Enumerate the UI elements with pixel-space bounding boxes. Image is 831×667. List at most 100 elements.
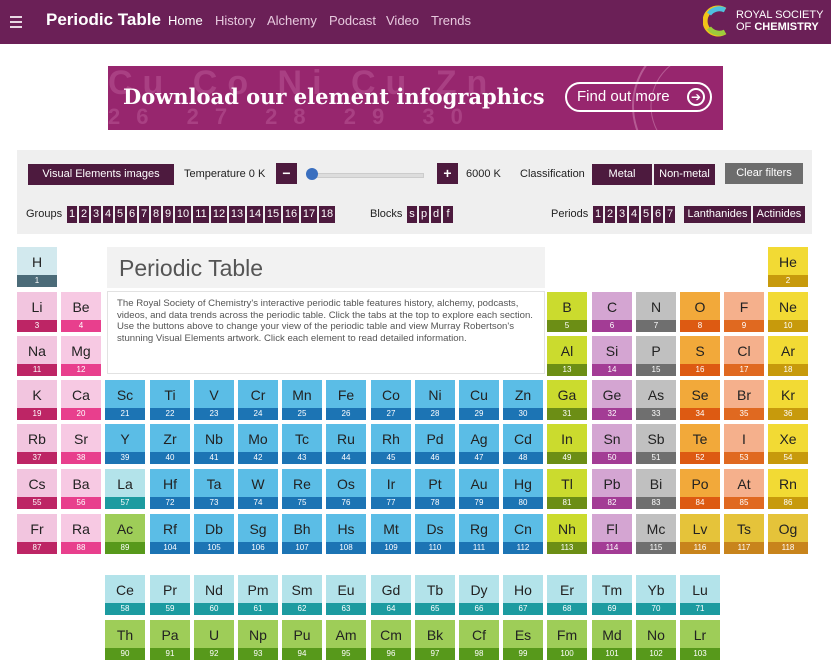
- block-filter-d[interactable]: d: [431, 206, 441, 223]
- element-tile-os[interactable]: Os 76: [326, 469, 366, 509]
- element-tile-md[interactable]: Md 101: [592, 620, 632, 660]
- element-tile-ag[interactable]: Ag 47: [459, 424, 499, 464]
- element-tile-cu[interactable]: Cu 29: [459, 380, 499, 420]
- group-filter-15[interactable]: 15: [265, 206, 281, 223]
- site-title[interactable]: Periodic Table: [46, 10, 161, 29]
- element-tile-es[interactable]: Es 99: [503, 620, 543, 660]
- group-filter-16[interactable]: 16: [283, 206, 299, 223]
- group-filter-14[interactable]: 14: [247, 206, 263, 223]
- element-tile-cn[interactable]: Cn 112: [503, 514, 543, 554]
- element-tile-bk[interactable]: Bk 97: [415, 620, 455, 660]
- element-tile-sr[interactable]: Sr 38: [61, 424, 101, 464]
- element-tile-ni[interactable]: Ni 28: [415, 380, 455, 420]
- element-tile-re[interactable]: Re 75: [282, 469, 322, 509]
- element-tile-bi[interactable]: Bi 83: [636, 469, 676, 509]
- element-tile-cd[interactable]: Cd 48: [503, 424, 543, 464]
- element-tile-ac[interactable]: Ac 89: [105, 514, 145, 554]
- period-filter-3[interactable]: 3: [617, 206, 627, 223]
- group-filter-13[interactable]: 13: [229, 206, 245, 223]
- period-filter-1[interactable]: 1: [593, 206, 603, 223]
- element-tile-as[interactable]: As 33: [636, 380, 676, 420]
- group-filter-9[interactable]: 9: [163, 206, 173, 223]
- element-tile-he[interactable]: He 2: [768, 247, 808, 287]
- nav-link-podcast[interactable]: Podcast: [329, 13, 376, 28]
- element-tile-al[interactable]: Al 13: [547, 336, 587, 376]
- nav-link-trends[interactable]: Trends: [431, 13, 471, 28]
- element-tile-pu[interactable]: Pu 94: [282, 620, 322, 660]
- group-filter-1[interactable]: 1: [67, 206, 77, 223]
- element-tile-v[interactable]: V 23: [194, 380, 234, 420]
- non-metal-filter-button[interactable]: Non-metal: [654, 164, 715, 185]
- group-filter-8[interactable]: 8: [151, 206, 161, 223]
- group-filter-18[interactable]: 18: [319, 206, 335, 223]
- group-filter-6[interactable]: 6: [127, 206, 137, 223]
- element-tile-si[interactable]: Si 14: [592, 336, 632, 376]
- group-filter-5[interactable]: 5: [115, 206, 125, 223]
- element-tile-br[interactable]: Br 35: [724, 380, 764, 420]
- temperature-decrease-button[interactable]: −: [276, 163, 297, 184]
- element-tile-hg[interactable]: Hg 80: [503, 469, 543, 509]
- element-tile-ds[interactable]: Ds 110: [415, 514, 455, 554]
- temperature-slider-handle[interactable]: [306, 168, 318, 180]
- element-tile-ar[interactable]: Ar 18: [768, 336, 808, 376]
- element-tile-rg[interactable]: Rg 111: [459, 514, 499, 554]
- lanthanides-filter-button[interactable]: Lanthanides: [684, 206, 751, 223]
- metal-filter-button[interactable]: Metal: [592, 164, 652, 185]
- element-tile-ce[interactable]: Ce 58: [105, 575, 145, 615]
- period-filter-4[interactable]: 4: [629, 206, 639, 223]
- element-tile-kr[interactable]: Kr 36: [768, 380, 808, 420]
- element-tile-rf[interactable]: Rf 104: [150, 514, 190, 554]
- element-tile-ne[interactable]: Ne 10: [768, 292, 808, 332]
- element-tile-tb[interactable]: Tb 65: [415, 575, 455, 615]
- group-filter-3[interactable]: 3: [91, 206, 101, 223]
- period-filter-7[interactable]: 7: [665, 206, 675, 223]
- nav-link-history[interactable]: History: [215, 13, 256, 28]
- element-tile-sb[interactable]: Sb 51: [636, 424, 676, 464]
- element-tile-mo[interactable]: Mo 42: [238, 424, 278, 464]
- element-tile-rn[interactable]: Rn 86: [768, 469, 808, 509]
- element-tile-na[interactable]: Na 11: [17, 336, 57, 376]
- element-tile-no[interactable]: No 102: [636, 620, 676, 660]
- clear-filters-button[interactable]: Clear filters: [725, 163, 803, 184]
- element-tile-mt[interactable]: Mt 109: [371, 514, 411, 554]
- element-tile-ga[interactable]: Ga 31: [547, 380, 587, 420]
- period-filter-2[interactable]: 2: [605, 206, 615, 223]
- element-tile-xe[interactable]: Xe 54: [768, 424, 808, 464]
- group-filter-4[interactable]: 4: [103, 206, 113, 223]
- element-tile-cr[interactable]: Cr 24: [238, 380, 278, 420]
- element-tile-fr[interactable]: Fr 87: [17, 514, 57, 554]
- group-filter-2[interactable]: 2: [79, 206, 89, 223]
- element-tile-mn[interactable]: Mn 25: [282, 380, 322, 420]
- element-tile-la[interactable]: La 57: [105, 469, 145, 509]
- actinides-filter-button[interactable]: Actinides: [753, 206, 805, 223]
- element-tile-se[interactable]: Se 34: [680, 380, 720, 420]
- nav-link-home[interactable]: Home: [168, 13, 203, 28]
- element-tile-sc[interactable]: Sc 21: [105, 380, 145, 420]
- period-filter-5[interactable]: 5: [641, 206, 651, 223]
- element-tile-u[interactable]: U 92: [194, 620, 234, 660]
- element-tile-s[interactable]: S 16: [680, 336, 720, 376]
- element-tile-mc[interactable]: Mc 115: [636, 514, 676, 554]
- element-tile-np[interactable]: Np 93: [238, 620, 278, 660]
- element-tile-rb[interactable]: Rb 37: [17, 424, 57, 464]
- element-tile-pm[interactable]: Pm 61: [238, 575, 278, 615]
- block-filter-p[interactable]: p: [419, 206, 429, 223]
- element-tile-k[interactable]: K 19: [17, 380, 57, 420]
- rsc-logo[interactable]: ROYAL SOCIETY OF CHEMISTRY: [702, 3, 828, 41]
- element-tile-pd[interactable]: Pd 46: [415, 424, 455, 464]
- element-tile-i[interactable]: I 53: [724, 424, 764, 464]
- temperature-slider-track[interactable]: [310, 173, 424, 178]
- element-tile-ca[interactable]: Ca 20: [61, 380, 101, 420]
- element-tile-yb[interactable]: Yb 70: [636, 575, 676, 615]
- element-tile-at[interactable]: At 85: [724, 469, 764, 509]
- element-tile-ba[interactable]: Ba 56: [61, 469, 101, 509]
- element-tile-zn[interactable]: Zn 30: [503, 380, 543, 420]
- group-filter-12[interactable]: 12: [211, 206, 227, 223]
- element-tile-tl[interactable]: Tl 81: [547, 469, 587, 509]
- element-tile-lv[interactable]: Lv 116: [680, 514, 720, 554]
- element-tile-te[interactable]: Te 52: [680, 424, 720, 464]
- element-tile-au[interactable]: Au 79: [459, 469, 499, 509]
